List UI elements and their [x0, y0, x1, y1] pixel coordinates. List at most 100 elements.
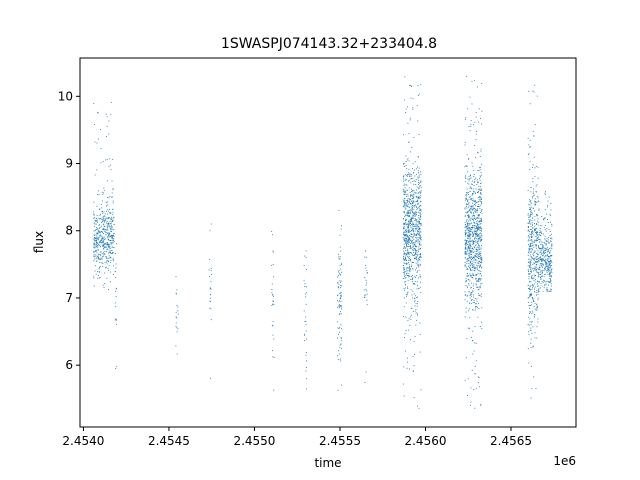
data-point: [481, 212, 483, 214]
data-point: [466, 212, 468, 214]
data-point: [418, 225, 420, 227]
data-point: [542, 241, 544, 243]
data-point: [271, 283, 273, 285]
data-point: [530, 239, 532, 241]
data-point: [477, 270, 479, 272]
data-point: [106, 243, 108, 245]
data-point: [465, 175, 466, 177]
data-point: [413, 224, 415, 226]
data-point: [481, 257, 483, 258]
data-point: [464, 208, 466, 210]
data-point: [405, 179, 407, 181]
data-point: [479, 258, 481, 259]
data-point: [103, 219, 105, 221]
data-point: [417, 301, 419, 302]
data-point: [476, 240, 478, 242]
data-point: [529, 239, 531, 241]
data-point: [465, 281, 467, 283]
data-point: [404, 260, 405, 262]
data-point: [305, 296, 307, 298]
data-point: [412, 370, 414, 372]
data-point: [415, 312, 417, 314]
data-point: [404, 283, 406, 285]
data-point: [406, 234, 408, 236]
data-point: [411, 249, 413, 251]
data-point: [473, 246, 475, 248]
data-point: [476, 220, 478, 222]
data-point: [471, 253, 473, 255]
data-point: [543, 249, 545, 251]
data-point: [406, 212, 408, 214]
data-point: [538, 282, 540, 284]
data-point: [98, 245, 100, 247]
data-point: [528, 235, 529, 237]
data-point: [415, 211, 417, 213]
data-point: [418, 248, 420, 250]
data-point: [466, 257, 468, 259]
data-point: [472, 274, 474, 276]
data-point: [542, 233, 544, 235]
data-point: [337, 306, 339, 308]
data-point: [529, 318, 531, 320]
data-point: [480, 199, 482, 200]
data-point: [410, 206, 412, 208]
data-point: [101, 262, 103, 264]
data-point: [408, 239, 410, 241]
data-point: [412, 226, 414, 227]
data-point: [528, 250, 530, 252]
data-point: [464, 257, 466, 259]
data-point: [468, 253, 470, 255]
data-point: [407, 122, 409, 124]
data-point: [474, 256, 476, 258]
data-point: [550, 265, 552, 267]
data-point: [404, 274, 406, 276]
data-point: [470, 199, 472, 201]
data-point: [528, 288, 530, 290]
data-point: [417, 260, 419, 262]
data-point: [474, 238, 476, 239]
data-point: [95, 240, 97, 242]
data-point: [480, 166, 482, 168]
data-point: [410, 235, 412, 237]
data-point: [533, 246, 535, 248]
data-point: [407, 211, 409, 213]
data-point: [469, 317, 471, 319]
data-point: [546, 290, 548, 292]
data-point: [549, 258, 551, 260]
data-point: [533, 135, 534, 137]
data-point: [412, 268, 414, 270]
data-point: [533, 277, 535, 279]
data-point: [409, 268, 411, 270]
data-point: [407, 189, 409, 191]
data-point: [476, 274, 477, 276]
data-point: [473, 220, 475, 222]
data-point: [417, 237, 419, 239]
data-point: [474, 201, 476, 202]
data-point: [97, 243, 99, 244]
data-point: [536, 269, 537, 271]
data-point: [177, 328, 179, 330]
data-point: [112, 196, 114, 198]
data-point: [544, 229, 546, 231]
data-point: [476, 179, 478, 181]
data-point: [115, 267, 117, 269]
data-point: [402, 199, 404, 201]
data-point: [102, 284, 104, 286]
data-point: [530, 210, 532, 212]
data-point: [97, 258, 99, 260]
data-point: [477, 243, 479, 245]
data-point: [534, 176, 536, 177]
data-point: [409, 222, 411, 224]
data-point: [475, 262, 476, 264]
data-point: [412, 282, 414, 284]
data-point: [97, 256, 99, 258]
data-point: [416, 213, 417, 215]
data-point: [408, 223, 410, 225]
data-point: [417, 207, 418, 209]
data-point: [481, 230, 482, 232]
data-point: [469, 228, 470, 230]
data-point: [418, 228, 420, 230]
data-point: [412, 297, 414, 299]
data-point: [413, 252, 414, 254]
data-point: [471, 229, 473, 230]
